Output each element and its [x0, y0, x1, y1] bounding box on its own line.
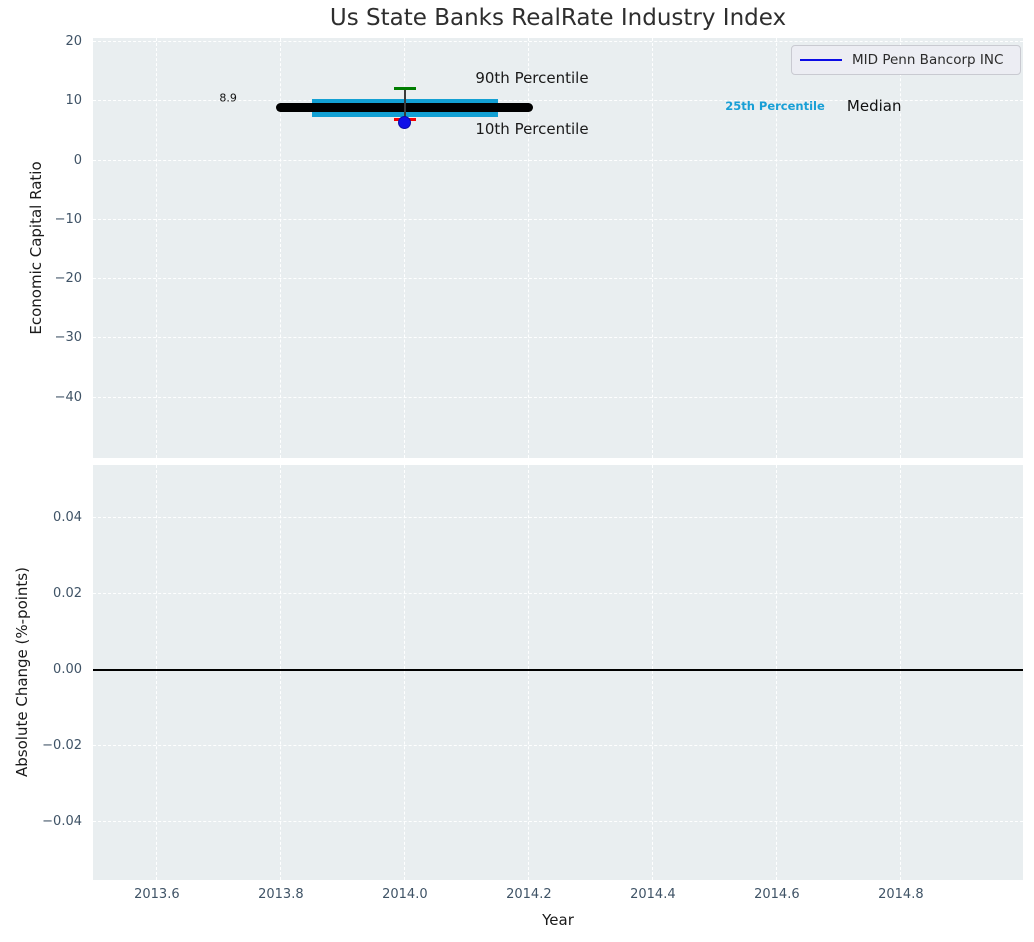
top-panel: [93, 38, 1023, 458]
company-marker: [398, 116, 412, 130]
annotation-10th-percentile: 10th Percentile: [475, 120, 589, 139]
gridline-horizontal: [93, 517, 1023, 519]
gridline-horizontal: [93, 337, 1023, 339]
y-tick-label: −20: [54, 271, 82, 287]
legend-label: MID Penn Bancorp INC: [852, 52, 1004, 68]
gridline-vertical: [899, 465, 901, 880]
errorbar-cap-90th-percentile: [393, 86, 416, 90]
gridline-vertical: [651, 465, 653, 880]
gridline-horizontal: [93, 159, 1023, 161]
x-tick-label: 2014.6: [754, 887, 800, 902]
y-tick-label: −0.02: [42, 737, 82, 753]
gridline-horizontal: [93, 278, 1023, 280]
gridline-vertical: [651, 38, 653, 458]
gridline-horizontal: [93, 41, 1023, 43]
x-tick-label: 2014.4: [630, 887, 676, 902]
errorbar-line: [404, 88, 406, 120]
annotation-8-9: 8.9: [219, 91, 237, 105]
legend: MID Penn Bancorp INC: [791, 45, 1021, 75]
y-axis-label-top: Economic Capital Ratio: [27, 161, 45, 335]
x-tick-label: 2013.8: [258, 887, 304, 902]
annotation-median: Median: [846, 97, 902, 116]
annotation-25th-percentile: 25th Percentile: [725, 98, 825, 113]
y-axis-label-bottom: Absolute Change (%-points): [13, 567, 31, 777]
gridline-vertical: [775, 465, 777, 880]
gridline-vertical: [775, 38, 777, 458]
x-axis-label: Year: [542, 911, 574, 929]
x-tick-label: 2014.2: [506, 887, 552, 902]
y-tick-label: 10: [65, 93, 82, 109]
zero-line: [93, 669, 1023, 671]
gridline-vertical: [279, 38, 281, 458]
y-tick-label: 0.02: [53, 586, 82, 602]
gridline-vertical: [279, 465, 281, 880]
legend-line-swatch: [800, 58, 842, 62]
gridline-vertical: [155, 465, 157, 880]
annotation-90th-percentile: 90th Percentile: [475, 69, 589, 88]
y-tick-label: −30: [54, 330, 82, 346]
y-tick-label: 0.00: [53, 662, 82, 678]
y-tick-label: 0: [73, 152, 82, 168]
x-tick-label: 2014.8: [878, 887, 924, 902]
gridline-horizontal: [93, 218, 1023, 220]
gridline-horizontal: [93, 744, 1023, 746]
bottom-panel: [93, 465, 1023, 880]
gridline-vertical: [155, 38, 157, 458]
gridline-horizontal: [93, 396, 1023, 398]
y-tick-label: −0.04: [42, 813, 82, 829]
gridline-vertical: [527, 465, 529, 880]
gridline-horizontal: [93, 593, 1023, 595]
y-tick-label: −40: [54, 389, 82, 405]
chart-title: Us State Banks RealRate Industry Index: [329, 5, 787, 31]
gridline-horizontal: [93, 820, 1023, 822]
gridline-vertical: [527, 38, 529, 458]
y-tick-label: 20: [65, 34, 82, 50]
x-tick-label: 2014.0: [382, 887, 428, 902]
y-tick-label: 0.04: [53, 510, 82, 526]
gridline-vertical: [899, 38, 901, 458]
gridline-vertical: [403, 38, 405, 458]
gridline-vertical: [403, 465, 405, 880]
x-tick-label: 2013.6: [134, 887, 180, 902]
gridline-horizontal: [93, 100, 1023, 102]
y-tick-label: −10: [54, 211, 82, 227]
